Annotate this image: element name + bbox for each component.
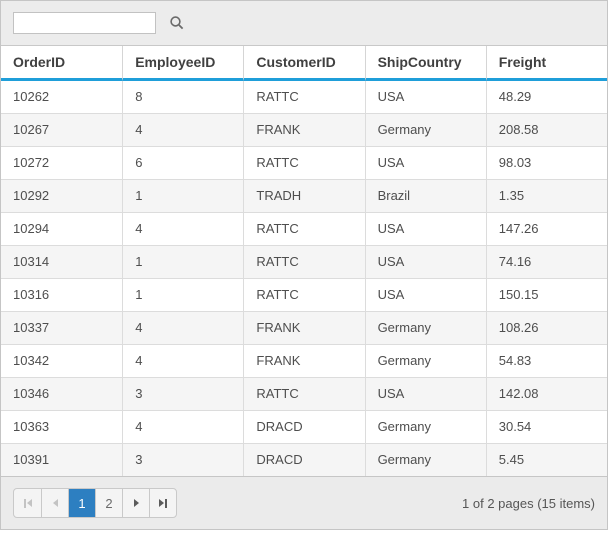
table-cell: RATTC [243, 246, 365, 279]
table-row[interactable]: 10342 4 FRANK Germany 54.83 [1, 345, 607, 378]
table-cell: USA [364, 81, 486, 114]
search-input[interactable] [13, 12, 156, 34]
pager-info: 1 of 2 pages (15 items) [462, 495, 595, 511]
table-cell: FRANK [243, 312, 365, 345]
table-row[interactable]: 10346 3 RATTC USA 142.08 [1, 378, 607, 411]
table-cell: TRADH [243, 180, 365, 213]
table-cell: 3 [122, 444, 243, 476]
table-cell: RATTC [243, 378, 365, 411]
pager-buttons: 1 2 [13, 488, 177, 518]
table-cell: 208.58 [485, 114, 607, 147]
page-2-button[interactable]: 2 [95, 489, 122, 517]
table-cell: RATTC [243, 279, 365, 312]
table-row[interactable]: 10314 1 RATTC USA 74.16 [1, 246, 607, 279]
table-cell: 30.54 [485, 411, 607, 444]
next-page-button[interactable] [122, 489, 149, 517]
first-page-icon [23, 498, 32, 508]
page-1-button[interactable]: 1 [68, 489, 95, 517]
table-cell: FRANK [243, 345, 365, 378]
table-cell: 98.03 [485, 147, 607, 180]
first-page-button[interactable] [14, 489, 41, 517]
table-cell: Germany [364, 444, 486, 476]
table-cell: USA [364, 213, 486, 246]
previous-page-button[interactable] [41, 489, 68, 517]
table-cell: 1 [122, 279, 244, 312]
table-cell: 10272 [1, 147, 123, 180]
table-cell: 3 [122, 378, 244, 411]
table-cell: 1 [122, 246, 244, 279]
table-cell: 1.35 [485, 180, 607, 213]
last-page-button[interactable] [149, 489, 176, 517]
table-cell: 10314 [1, 246, 123, 279]
table-cell: 10316 [1, 279, 123, 312]
table-cell: 74.16 [485, 246, 607, 279]
table-cell: 10267 [1, 114, 123, 147]
table-cell: FRANK [243, 114, 365, 147]
table-cell: 150.15 [485, 279, 607, 312]
table-cell: 54.83 [485, 345, 607, 378]
table-cell: 10294 [1, 213, 123, 246]
table-cell: 5.45 [485, 444, 607, 476]
previous-page-icon [52, 499, 58, 507]
table-cell: DRACD [243, 411, 365, 444]
grid-toolbar [1, 1, 607, 46]
table-row[interactable]: 10337 4 FRANK Germany 108.26 [1, 312, 607, 345]
table-row[interactable]: 10294 4 RATTC USA 147.26 [1, 213, 607, 246]
table-cell: Germany [364, 411, 486, 444]
table-cell: RATTC [243, 147, 365, 180]
table-cell: 10363 [1, 411, 123, 444]
header-row: OrderID EmployeeID CustomerID ShipCountr… [1, 46, 607, 81]
table-cell: Germany [364, 345, 486, 378]
table-cell: 48.29 [485, 81, 607, 114]
table-cell: 4 [122, 411, 244, 444]
table-cell: 10342 [1, 345, 123, 378]
table-row[interactable]: 10267 4 FRANK Germany 208.58 [1, 114, 607, 147]
table-cell: RATTC [243, 213, 365, 246]
table-cell: USA [364, 279, 486, 312]
table-cell: 10337 [1, 312, 123, 345]
table-cell: Germany [364, 312, 486, 345]
table-cell: USA [364, 147, 486, 180]
table-cell: USA [364, 378, 486, 411]
table-row[interactable]: 10292 1 TRADH Brazil 1.35 [1, 180, 607, 213]
column-header-shipcountry[interactable]: ShipCountry [364, 46, 486, 81]
column-header-orderid[interactable]: OrderID [1, 46, 123, 81]
table-cell: 6 [122, 147, 244, 180]
table-cell: 8 [122, 81, 244, 114]
table-cell: USA [364, 246, 486, 279]
table-cell: 10346 [1, 378, 123, 411]
table-cell: 4 [122, 114, 244, 147]
table-cell: 4 [122, 213, 244, 246]
orders-table: OrderID EmployeeID CustomerID ShipCountr… [1, 46, 607, 476]
table-cell: 4 [122, 345, 244, 378]
search-icon[interactable] [169, 15, 185, 31]
table-cell: Germany [364, 114, 486, 147]
table-cell: 10391 [13, 452, 50, 467]
table-cell: 147.26 [485, 213, 607, 246]
table-cell: 142.08 [485, 378, 607, 411]
table-cell: 4 [122, 312, 244, 345]
column-header-freight[interactable]: Freight [485, 46, 607, 81]
table-header: OrderID EmployeeID CustomerID ShipCountr… [1, 46, 607, 81]
table-cell: 1 [122, 180, 244, 213]
table-cell: Brazil [364, 180, 486, 213]
table-cell: 10292 [1, 180, 123, 213]
table-row[interactable]: 10272 6 RATTC USA 98.03 [1, 147, 607, 180]
table-cell: DRACD [243, 444, 364, 476]
next-page-icon [133, 499, 139, 507]
pager: 1 2 1 of 2 pages (15 items) [1, 476, 607, 529]
table-row[interactable]: 10262 8 RATTC USA 48.29 [1, 81, 607, 114]
grid-body: 10262 8 RATTC USA 48.29 10267 4 FRANK Germany 208… [1, 81, 607, 476]
column-header-employeeid[interactable]: EmployeeID [122, 46, 244, 81]
last-page-icon [159, 498, 167, 508]
table-cell: 108.26 [485, 312, 607, 345]
table-cell: RATTC [243, 81, 365, 114]
table-cell: 10262 [1, 81, 123, 114]
table-row[interactable]: 10391 3 DRACD Germany 5.45 [1, 444, 607, 476]
column-header-customerid[interactable]: CustomerID [243, 46, 365, 81]
table-row[interactable]: 10363 4 DRACD Germany 30.54 [1, 411, 607, 444]
table-row[interactable]: 10316 1 RATTC USA 150.15 [1, 279, 607, 312]
